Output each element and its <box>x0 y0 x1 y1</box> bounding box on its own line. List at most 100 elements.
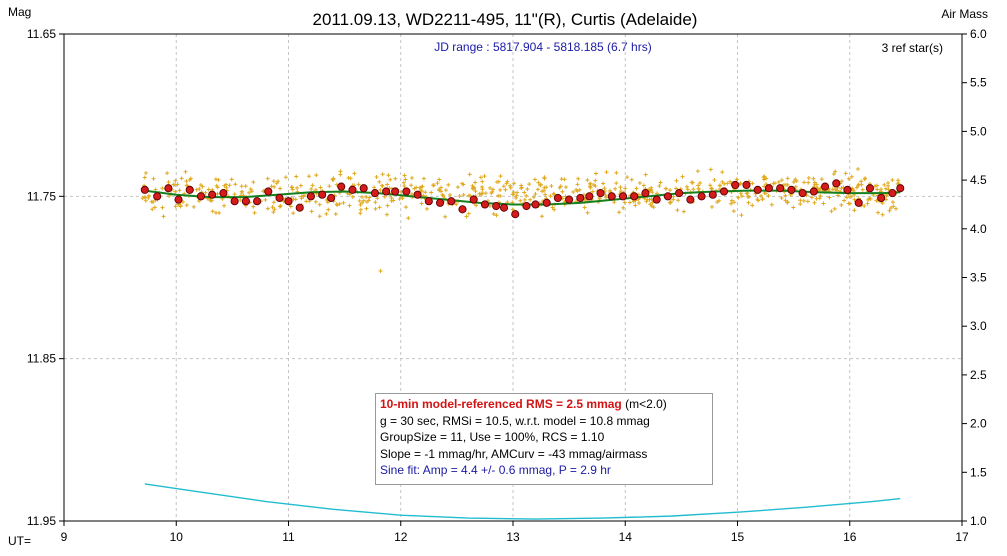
raw-point <box>294 174 299 179</box>
raw-point <box>671 194 676 199</box>
raw-point <box>886 181 891 186</box>
raw-point <box>417 185 422 190</box>
y2-tick-label: 5.5 <box>970 76 987 90</box>
raw-point <box>890 178 895 183</box>
raw-point <box>890 200 895 205</box>
raw-point <box>238 198 243 203</box>
raw-point <box>882 182 887 187</box>
raw-point <box>842 198 847 203</box>
raw-point <box>648 188 653 193</box>
raw-point <box>385 203 390 208</box>
raw-point <box>745 191 750 196</box>
raw-point <box>165 171 170 176</box>
raw-point <box>729 201 734 206</box>
binned-point <box>731 180 740 190</box>
raw-point <box>227 183 232 188</box>
raw-point <box>575 182 580 187</box>
raw-point <box>347 192 352 197</box>
raw-point <box>435 181 440 186</box>
raw-point <box>522 190 527 195</box>
sine-fit-line: Sine fit: Amp = 4.4 +/- 0.6 mmag, P = 2.… <box>380 463 611 477</box>
raw-point <box>197 186 202 191</box>
raw-point <box>859 182 864 187</box>
airmass-curve <box>144 483 901 520</box>
raw-point <box>722 181 727 186</box>
binned-point <box>348 185 357 194</box>
raw-point <box>591 182 596 187</box>
binned-point <box>402 187 411 196</box>
statistics-box: 10-min model-referenced RMS = 2.5 mmag (… <box>375 393 713 485</box>
raw-point <box>252 210 257 215</box>
raw-point <box>729 198 734 203</box>
raw-point <box>830 187 835 192</box>
y2-tick-label: 1.0 <box>970 514 987 528</box>
raw-point <box>528 197 533 202</box>
raw-point <box>732 200 737 205</box>
raw-point <box>240 189 245 194</box>
raw-point <box>811 176 816 181</box>
raw-point <box>377 205 382 210</box>
raw-point <box>142 175 147 180</box>
raw-point <box>674 178 679 183</box>
binned-point <box>865 184 875 193</box>
raw-point <box>187 177 192 182</box>
binned-point <box>219 189 228 198</box>
plot-frame <box>63 33 963 522</box>
raw-point <box>326 207 331 212</box>
raw-point <box>535 187 540 192</box>
raw-point <box>791 179 796 184</box>
x-tick-label: 15 <box>731 530 745 544</box>
raw-point <box>341 200 346 205</box>
raw-point <box>762 174 767 179</box>
raw-point <box>400 196 405 201</box>
raw-point <box>358 211 363 216</box>
raw-point <box>420 184 425 189</box>
raw-point <box>402 173 407 178</box>
binned-point <box>596 189 605 198</box>
raw-point <box>779 196 784 201</box>
raw-point <box>582 205 587 210</box>
raw-point <box>548 194 553 199</box>
binned-point <box>753 185 762 194</box>
binned-point <box>888 189 897 198</box>
raw-point <box>248 187 253 192</box>
raw-point <box>443 214 448 219</box>
raw-point <box>560 189 565 194</box>
raw-point <box>480 185 485 190</box>
raw-point <box>350 194 355 199</box>
raw-point <box>593 178 598 183</box>
raw-point <box>604 170 609 175</box>
raw-point <box>269 184 274 189</box>
raw-point <box>140 196 145 201</box>
raw-point <box>496 179 501 184</box>
raw-point <box>849 174 854 179</box>
raw-point <box>333 212 338 217</box>
raw-point <box>868 196 873 201</box>
raw-point <box>419 201 424 206</box>
raw-point <box>750 203 755 208</box>
raw-point <box>291 211 296 216</box>
raw-point <box>393 176 398 181</box>
raw-point <box>744 191 749 196</box>
raw-point <box>832 206 837 211</box>
binned-point <box>275 193 284 203</box>
raw-point <box>213 177 218 182</box>
raw-point <box>206 187 211 192</box>
raw-point <box>519 186 524 191</box>
raw-point <box>814 182 819 187</box>
raw-point <box>510 207 515 212</box>
raw-point <box>736 195 741 200</box>
raw-point <box>457 193 462 198</box>
y-tick-label: 11.95 <box>27 514 56 528</box>
raw-point <box>532 177 537 182</box>
y2-tick-label: 5.0 <box>970 124 987 138</box>
binned-point <box>185 185 194 194</box>
raw-point <box>290 187 295 192</box>
raw-point <box>479 191 484 196</box>
raw-point <box>265 206 270 211</box>
raw-point <box>466 211 471 216</box>
binned-point <box>264 187 273 196</box>
binned-point <box>435 198 445 207</box>
raw-point <box>658 180 663 185</box>
